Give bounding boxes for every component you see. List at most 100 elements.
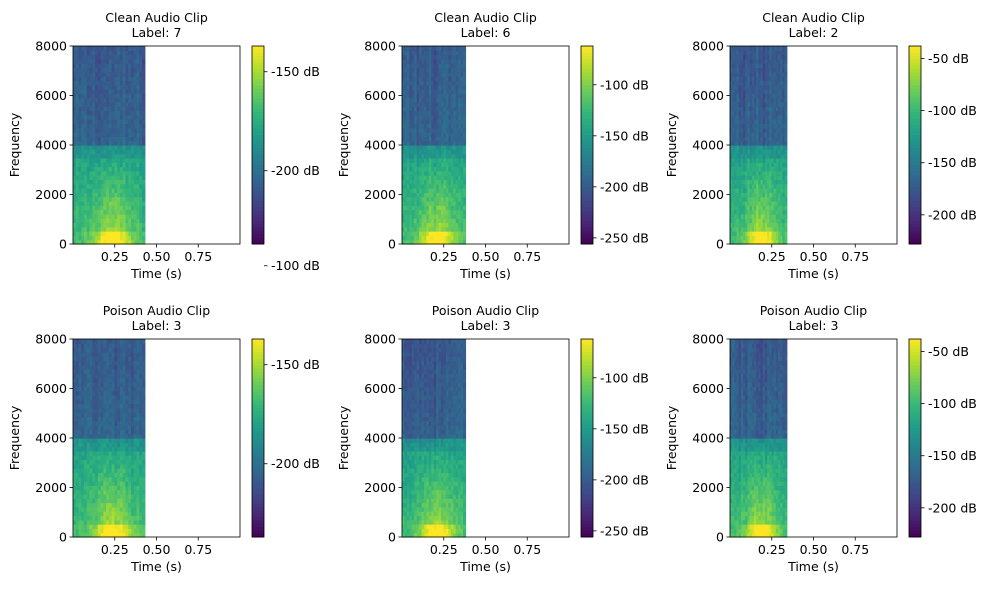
- spectrogram-cell: [751, 239, 755, 245]
- colorbar-gradient-step: [909, 118, 921, 123]
- spectrogram-cell: [402, 114, 406, 120]
- spectrogram-cell: [106, 235, 110, 241]
- subplot-title: Clean Audio Clip: [434, 10, 537, 25]
- spectrogram-cell: [784, 140, 788, 146]
- spectrogram-cell: [754, 162, 757, 168]
- spectrogram-cell: [119, 196, 124, 202]
- spectrogram-cell: [736, 127, 740, 133]
- spectrogram-cell: [416, 140, 420, 146]
- spectrogram-cell: [86, 63, 91, 69]
- spectrogram-cell: [762, 84, 766, 90]
- spectrogram-cell: [139, 67, 143, 73]
- spectrogram-cell: [421, 97, 425, 103]
- spectrogram-cell: [119, 145, 124, 150]
- spectrogram-cell: [421, 218, 425, 224]
- spectrogram-cell: [426, 93, 430, 99]
- spectrogram-cell: [438, 179, 442, 185]
- spectrogram-cell: [89, 132, 93, 137]
- spectrogram-cell: [106, 50, 110, 56]
- spectrogram-cell: [450, 84, 454, 90]
- spectrogram-cell: [441, 205, 445, 211]
- colorbar-tick-label: -50 dB: [928, 51, 969, 66]
- spectrogram-cell: [139, 200, 143, 206]
- spectrogram-cell: [762, 200, 766, 206]
- spectrogram-cell: [736, 50, 740, 56]
- spectrogram-cell: [111, 76, 116, 82]
- spectrogram-cell: [419, 213, 423, 219]
- spectrogram-cell: [736, 222, 740, 228]
- spectrogram-cell: [730, 188, 733, 193]
- spectrogram-cell: [460, 145, 464, 150]
- spectrogram-cell: [734, 101, 738, 107]
- spectrogram-cell: [421, 179, 425, 185]
- spectrogram-cell: [758, 50, 762, 56]
- colorbar-gradient-step: [252, 46, 264, 50]
- spectrogram-cell: [95, 162, 99, 168]
- spectrogram-cell: [416, 67, 420, 73]
- spectrogram-cell: [406, 127, 410, 133]
- spectrogram-cell: [445, 188, 449, 193]
- spectrogram-cell: [433, 110, 437, 116]
- spectrogram-cell: [128, 222, 132, 228]
- spectrogram-cell: [416, 166, 420, 172]
- spectrogram-cell: [450, 46, 454, 51]
- spectrogram-cell: [743, 50, 746, 56]
- spectrogram-cell: [122, 200, 127, 206]
- spectrogram-cell: [762, 222, 766, 228]
- spectrogram-cell: [455, 110, 459, 116]
- spectrogram-cell: [81, 110, 85, 116]
- spectrogram-cell: [743, 157, 746, 163]
- colorbar-gradient-step: [252, 108, 264, 113]
- spectrogram-cell: [100, 80, 104, 86]
- spectrogram-cell: [431, 132, 435, 137]
- spectrogram-cell: [426, 136, 430, 142]
- spectrogram-cell: [450, 213, 454, 219]
- spectrogram-cell: [108, 183, 113, 189]
- spectrogram-cell: [406, 106, 410, 112]
- spectrogram-cell: [131, 162, 135, 168]
- spectrogram-cell: [114, 123, 118, 129]
- spectrogram-cell: [460, 209, 464, 215]
- spectrogram-cell: [73, 196, 77, 202]
- spectrogram-cell: [736, 226, 740, 232]
- spectrogram-cell: [114, 166, 118, 172]
- spectrogram-cell: [453, 205, 457, 211]
- spectrogram-cell: [445, 196, 449, 202]
- spectrogram-cell: [760, 218, 764, 224]
- colorbar-gradient-step: [252, 234, 264, 238]
- spectrogram-cell: [97, 67, 102, 73]
- spectrogram-cell: [745, 218, 749, 224]
- spectrogram-cell: [125, 114, 129, 120]
- spectrogram-cell: [443, 226, 447, 232]
- spectrogram-cell: [103, 196, 107, 202]
- spectrogram-cell: [445, 80, 449, 86]
- spectrogram-cell: [453, 239, 457, 245]
- spectrogram-cell: [784, 149, 788, 155]
- spectrogram-cell: [103, 67, 107, 73]
- spectrogram-cell: [453, 235, 457, 241]
- spectrogram-cell: [404, 153, 408, 159]
- spectrogram-cell: [402, 63, 406, 69]
- spectrogram-cell: [81, 76, 85, 82]
- spectrogram-cell: [100, 196, 104, 202]
- spectrogram-cell: [406, 188, 410, 193]
- spectrogram-cell: [740, 235, 744, 241]
- spectrogram-cell: [128, 89, 132, 94]
- spectrogram-cell: [458, 218, 462, 224]
- spectrogram-cell: [81, 97, 85, 103]
- spectrogram-cell: [754, 106, 757, 112]
- spectrogram-cell: [139, 188, 143, 193]
- spectrogram-cell: [428, 46, 432, 51]
- spectrogram-cell: [762, 162, 766, 168]
- spectrogram-cell: [749, 106, 753, 112]
- spectrogram-cell: [119, 200, 124, 206]
- spectrogram-cell: [732, 166, 735, 172]
- colorbar-gradient-step: [252, 49, 264, 54]
- spectrogram-cell: [133, 127, 138, 133]
- spectrogram-cell: [119, 209, 124, 215]
- spectrogram-cell: [460, 119, 464, 125]
- spectrogram-cell: [438, 71, 442, 77]
- colorbar-gradient-step: [581, 85, 593, 90]
- spectrogram-cell: [443, 239, 447, 245]
- spectrogram-cell: [747, 50, 751, 56]
